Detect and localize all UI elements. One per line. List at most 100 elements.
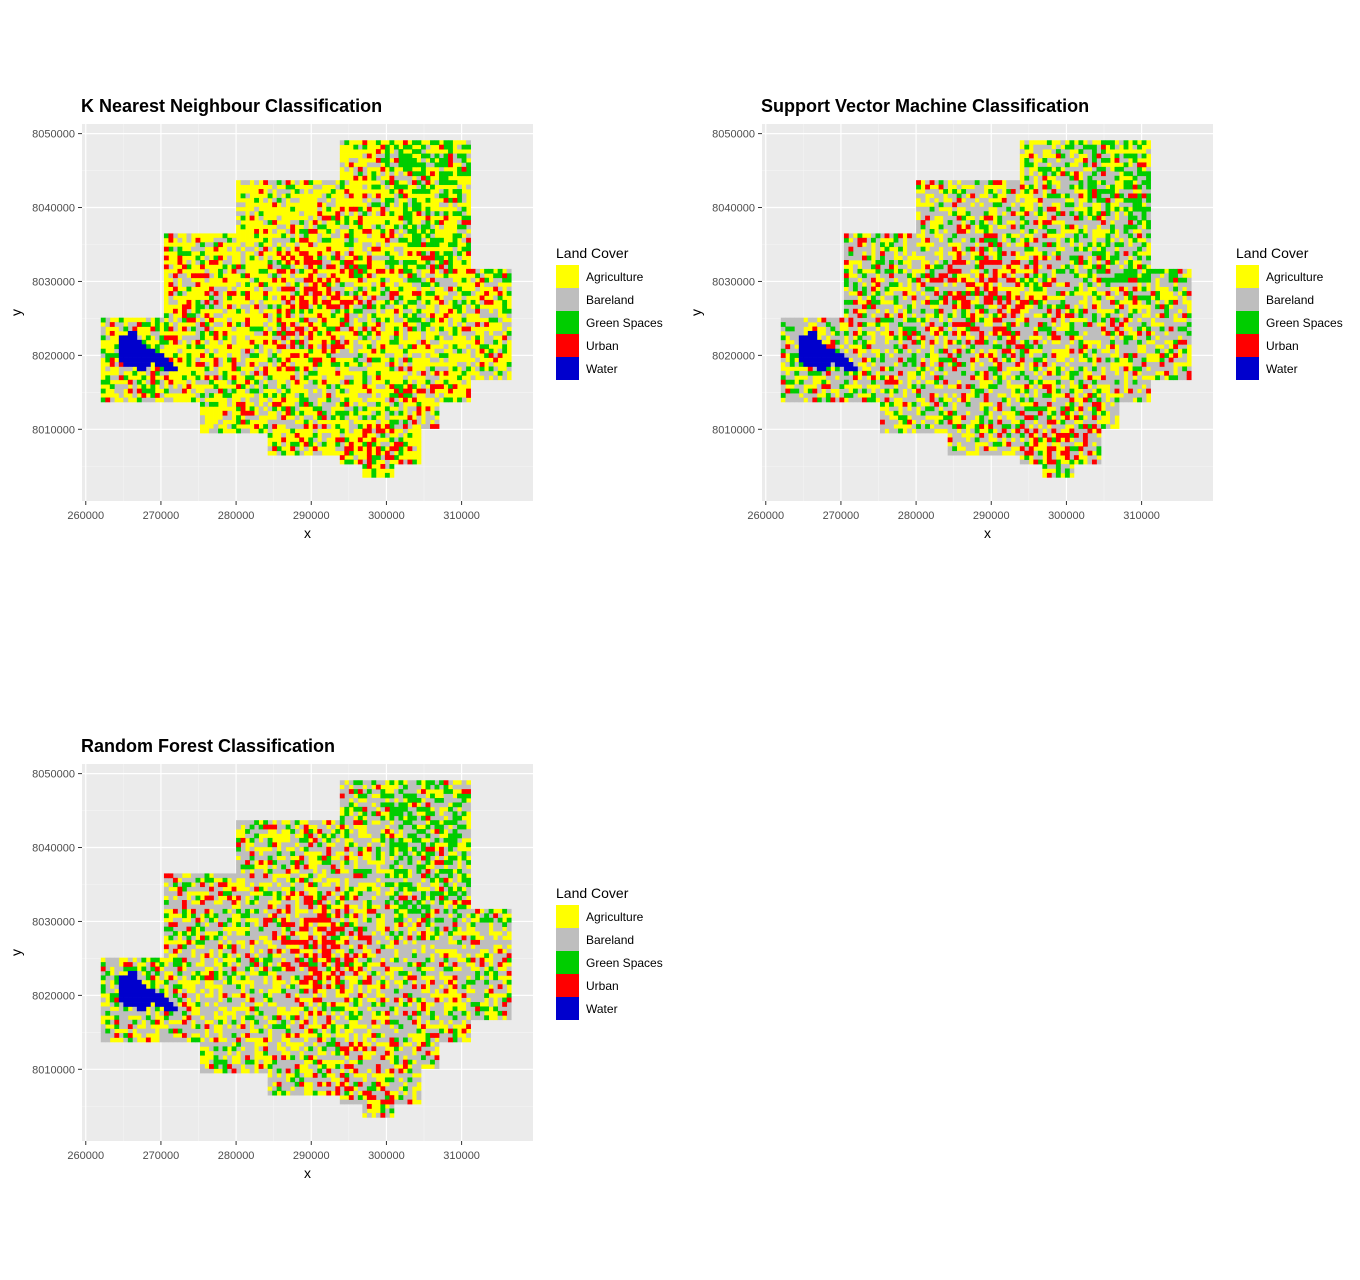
raster-cell <box>245 215 250 221</box>
raster-cell <box>321 264 327 270</box>
raster-cell <box>479 317 485 323</box>
raster-cell <box>461 251 467 256</box>
raster-cell <box>366 260 372 265</box>
raster-cell <box>407 326 413 332</box>
raster-cell <box>285 362 291 367</box>
raster-cell <box>407 353 413 358</box>
raster-cell <box>136 339 142 345</box>
raster-cell <box>353 459 359 465</box>
raster-cell <box>236 419 241 425</box>
raster-cell <box>384 211 390 217</box>
raster-cell <box>326 304 332 310</box>
raster-cell <box>344 242 350 248</box>
raster-cell <box>127 362 133 367</box>
raster-cell <box>245 393 250 398</box>
raster-cell <box>177 264 183 270</box>
raster-cell <box>317 313 323 319</box>
raster-cell <box>421 197 426 203</box>
raster-cell <box>375 233 381 239</box>
raster-cell <box>213 273 219 279</box>
raster-cell <box>254 228 259 234</box>
raster-cell <box>466 242 471 248</box>
raster-cell <box>308 362 314 367</box>
raster-cell <box>461 242 467 248</box>
raster-cell <box>218 428 223 434</box>
raster-cell <box>407 344 413 350</box>
raster-cell <box>163 379 169 385</box>
raster-cell <box>421 166 426 172</box>
raster-cell <box>236 322 241 327</box>
raster-cell <box>344 330 350 336</box>
raster-cell <box>889 299 894 305</box>
raster-cell <box>263 415 269 421</box>
raster-cell <box>263 220 269 225</box>
raster-cell <box>303 401 309 407</box>
raster-cell <box>407 291 413 296</box>
raster-cell <box>263 286 269 292</box>
raster-cell <box>470 286 476 292</box>
raster-cell <box>448 228 453 234</box>
raster-cell <box>384 171 390 177</box>
raster-cell <box>263 339 269 345</box>
raster-cell <box>411 206 417 212</box>
raster-cell <box>272 437 278 443</box>
raster-cell <box>461 180 467 185</box>
raster-cell <box>109 339 115 345</box>
raster-cell <box>168 384 174 389</box>
raster-cell <box>290 220 296 225</box>
raster-cell <box>276 246 282 252</box>
raster-cell <box>317 335 323 341</box>
raster-cell <box>375 158 381 163</box>
raster-cell <box>425 362 431 367</box>
raster-cell <box>920 375 926 381</box>
raster-cell <box>299 366 305 372</box>
raster-cell <box>443 260 449 265</box>
raster-cell <box>222 375 228 381</box>
raster-cell <box>407 370 413 376</box>
raster-cell <box>254 264 259 270</box>
raster-cell <box>430 295 435 301</box>
raster-cell <box>434 393 440 398</box>
raster-cell <box>384 242 390 248</box>
raster-cell <box>380 415 386 421</box>
raster-cell <box>371 330 377 336</box>
raster-cell <box>168 344 174 350</box>
raster-cell <box>267 366 273 372</box>
raster-cell <box>299 304 305 310</box>
raster-cell <box>249 277 255 283</box>
raster-cell <box>303 246 309 252</box>
raster-cell <box>375 242 381 248</box>
raster-cell <box>371 144 377 150</box>
raster-cell <box>240 299 246 305</box>
raster-cell <box>294 424 300 429</box>
raster-cell <box>312 202 318 208</box>
raster-cell <box>317 410 323 416</box>
raster-cell <box>439 362 444 367</box>
raster-cell <box>204 406 210 412</box>
raster-cell <box>267 202 273 208</box>
raster-cell <box>389 384 395 389</box>
raster-cell <box>254 326 259 332</box>
raster-cell <box>371 317 377 323</box>
raster-cell <box>898 282 903 287</box>
raster-cell <box>344 326 350 332</box>
raster-cell <box>240 264 246 270</box>
raster-cell <box>484 313 489 319</box>
raster-cell <box>497 362 503 367</box>
raster-cell <box>421 326 426 332</box>
raster-cell <box>200 375 205 381</box>
raster-cell <box>245 264 250 270</box>
raster-cell <box>312 415 318 421</box>
raster-cell <box>294 237 300 243</box>
raster-cell <box>181 308 187 314</box>
raster-cell <box>452 224 458 230</box>
raster-cell <box>249 313 255 319</box>
raster-cell <box>290 330 296 336</box>
raster-cell <box>466 299 471 305</box>
raster-class-water <box>118 330 178 372</box>
raster-cell <box>308 322 314 327</box>
raster-cell <box>484 344 489 350</box>
raster-cell <box>299 286 305 292</box>
raster-cell <box>326 268 332 274</box>
raster-cell <box>875 326 881 332</box>
